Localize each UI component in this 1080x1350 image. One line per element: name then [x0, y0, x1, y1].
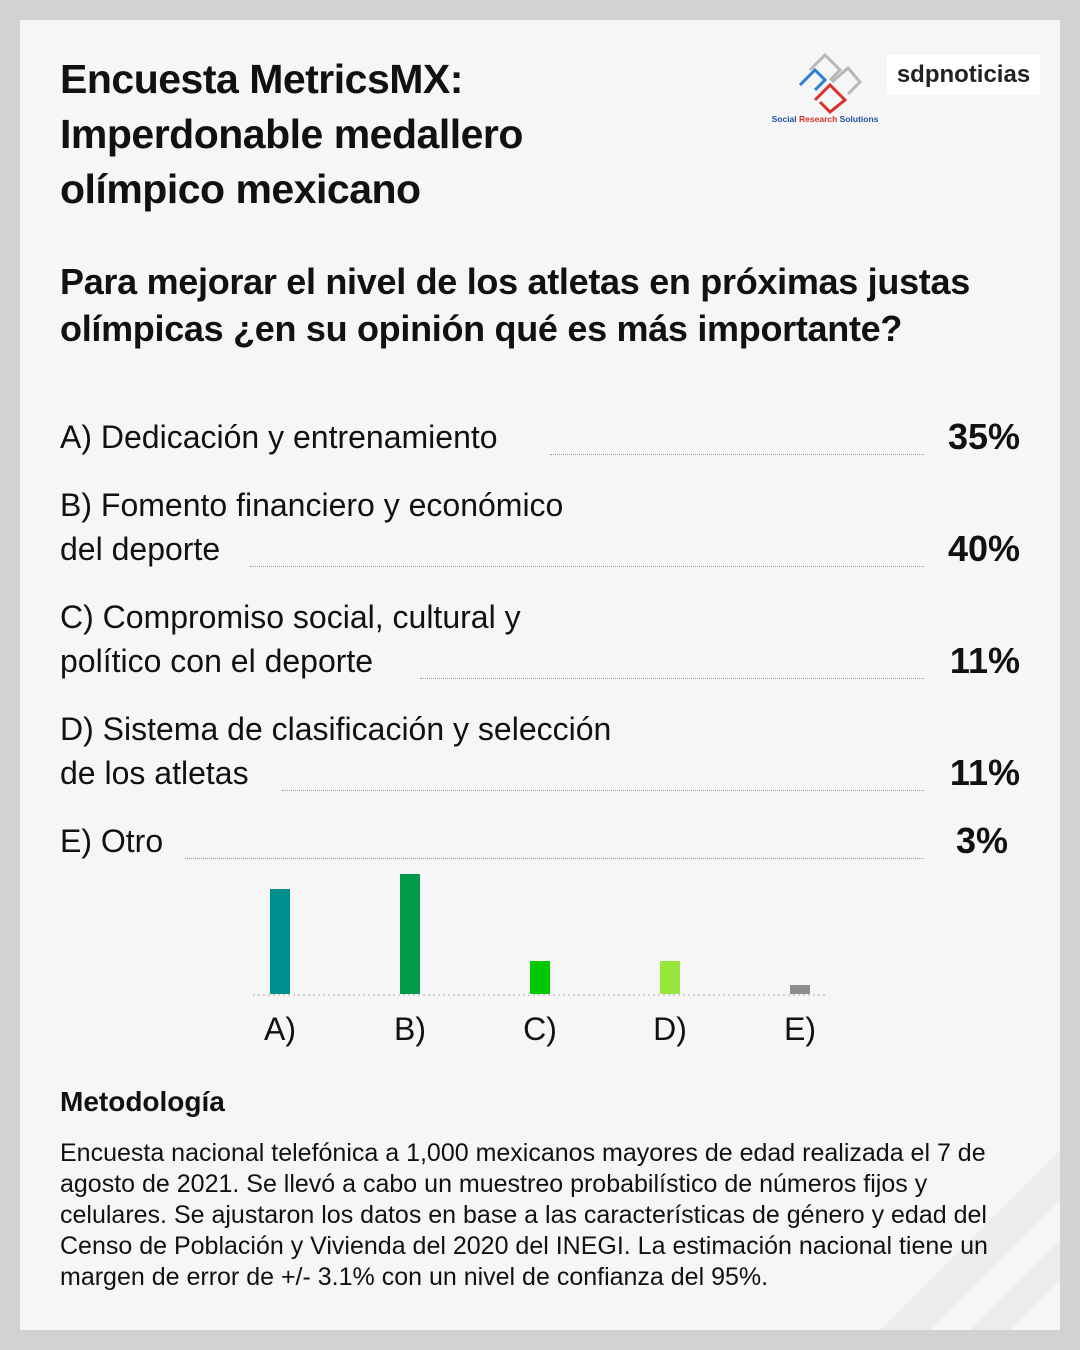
option-row-e: E) Otro 3% [60, 819, 1020, 863]
option-row-a: A) Dedicación y entrenamiento 35% [60, 415, 1020, 459]
bar-b [400, 874, 420, 994]
option-percent: 35% [947, 416, 1020, 457]
bar-c [530, 961, 550, 994]
survey-question: Para mejorar el nivel de los atletas en … [60, 261, 970, 349]
bar-e [790, 985, 810, 994]
option-label: del deporte [60, 527, 239, 571]
option-percent: 40% [947, 528, 1020, 569]
infographic-card: Encuesta MetricsMX: Imperdonable medalle… [20, 20, 1060, 1330]
x-tick-label: D) [653, 1011, 687, 1047]
title-line: Encuesta MetricsMX: [60, 56, 463, 102]
methodology-heading: Metodología [60, 1086, 225, 1117]
title-line: Imperdonable medallero [60, 111, 523, 157]
x-tick-label: E) [784, 1011, 816, 1047]
option-label: E) Otro [60, 819, 182, 863]
option-label: de los atletas [60, 751, 267, 795]
option-label: D) Sistema de clasificación y selección [60, 711, 612, 747]
social-research-solutions-logo: Social Research Solutions [770, 40, 880, 130]
dotted-leader [550, 454, 924, 455]
option-row-d: D) Sistema de clasificación y selección … [60, 707, 1020, 795]
option-row-c: C) Compromiso social, cultural y polític… [60, 595, 1020, 683]
option-percent: 11% [949, 752, 1020, 793]
svg-text:Social Research Solutions: Social Research Solutions [772, 114, 879, 124]
bar-d [660, 961, 680, 994]
page-title: Encuesta MetricsMX: Imperdonable medalle… [60, 52, 523, 217]
x-tick-label: A) [264, 1011, 296, 1047]
option-label: A) Dedicación y entrenamiento [60, 415, 516, 459]
title-line: olímpico mexicano [60, 166, 421, 212]
decorative-stripes [880, 1150, 1060, 1330]
option-percent: 11% [949, 640, 1020, 681]
option-label: político con el deporte [60, 639, 392, 683]
option-percent: 3% [955, 820, 1008, 861]
option-label: C) Compromiso social, cultural y [60, 599, 521, 635]
bar-chart: A) B) C) D) E) [253, 874, 825, 1047]
dotted-leader [420, 678, 924, 679]
dotted-leader [282, 790, 924, 791]
dotted-leader [250, 566, 924, 567]
option-row-b: B) Fomento financiero y económico del de… [60, 483, 1020, 571]
x-tick-label: C) [523, 1011, 557, 1047]
bar-a [270, 889, 290, 994]
option-label: B) Fomento financiero y económico [60, 487, 564, 523]
x-tick-label: B) [394, 1011, 426, 1047]
methodology-text: Encuesta nacional telefónica a 1,000 mex… [60, 1139, 988, 1291]
dotted-leader [185, 858, 924, 859]
sdpnoticias-logo: sdpnoticias [887, 55, 1040, 95]
